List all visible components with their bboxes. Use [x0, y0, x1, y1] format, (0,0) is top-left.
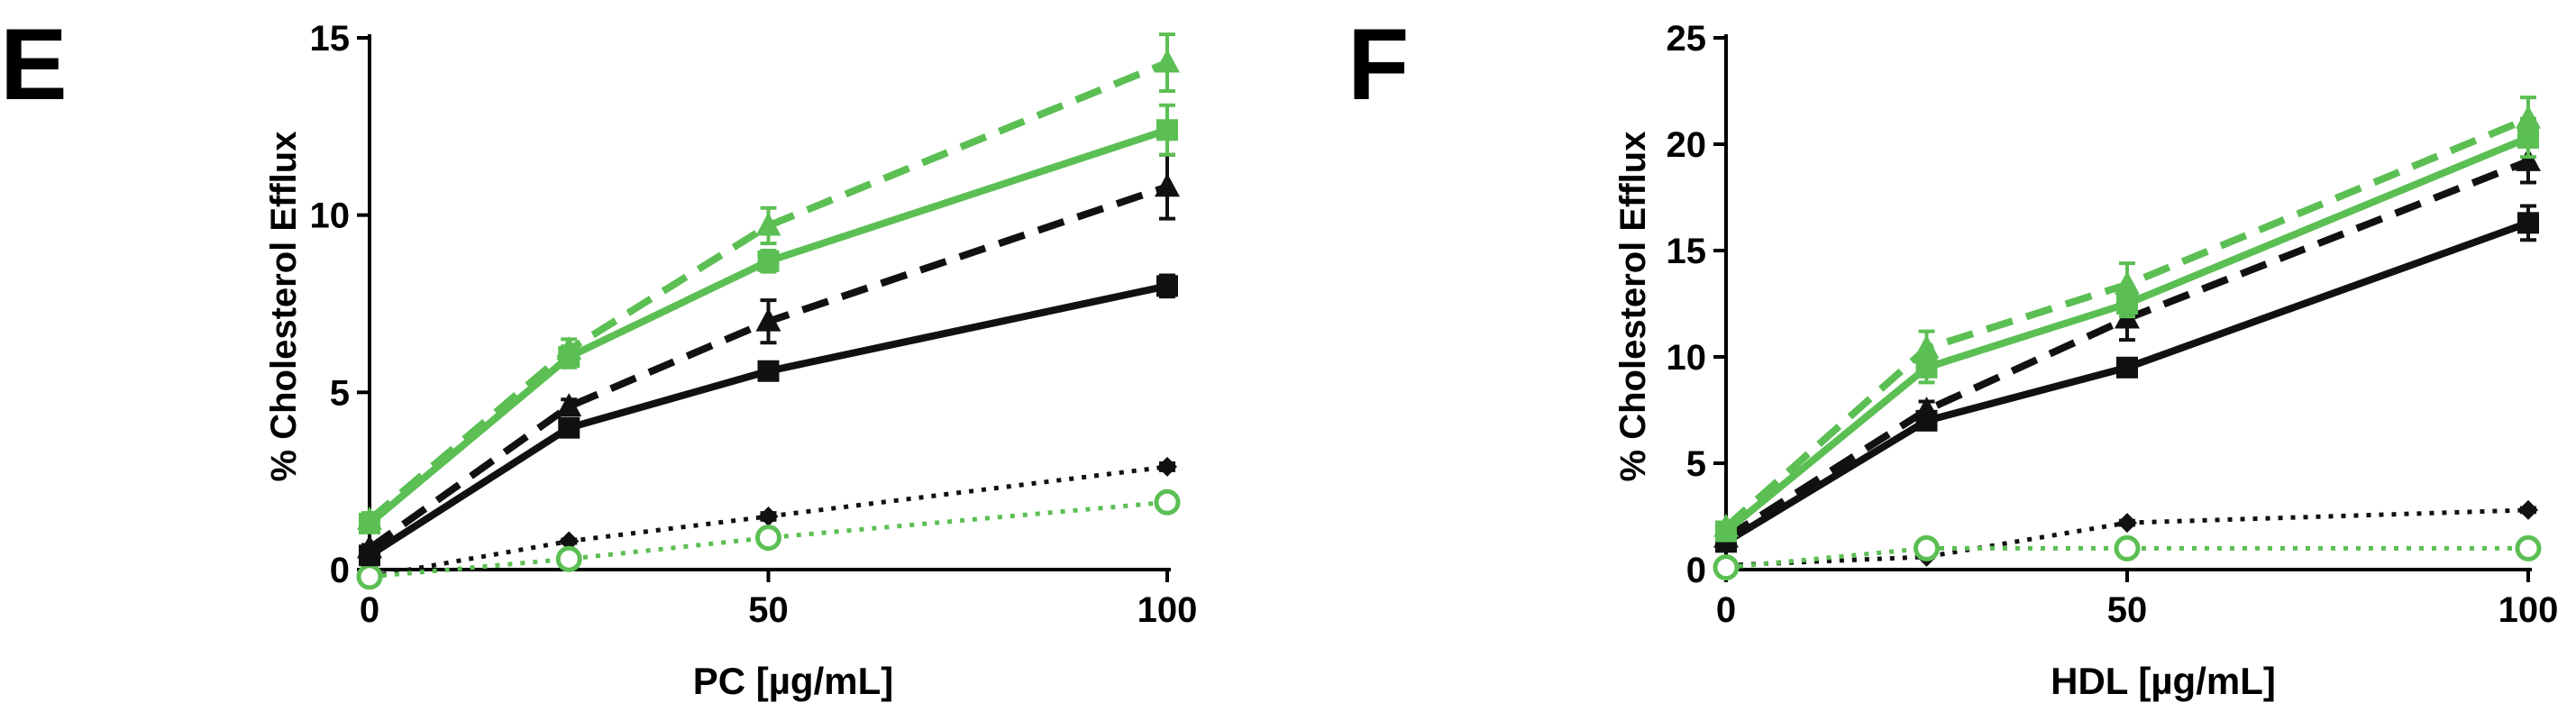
series-line — [1723, 114, 2530, 530]
y-tick-label: 15 — [1667, 232, 1707, 271]
series-line — [1723, 158, 2530, 541]
data-point-triangle — [755, 212, 781, 236]
data-point-circle — [755, 525, 781, 552]
data-point-triangle — [556, 336, 582, 360]
data-point-circle — [1154, 488, 1181, 516]
series-line — [1723, 134, 2530, 534]
data-point-circle — [356, 563, 383, 590]
panel-letter: F — [1347, 8, 1409, 121]
y-tick-label: 0 — [1686, 551, 1706, 590]
x-tick-label: 50 — [2107, 590, 2148, 630]
data-point-triangle — [1713, 513, 1739, 537]
data-point-circle — [2114, 534, 2141, 561]
data-point-triangle — [1155, 49, 1180, 73]
data-point-square — [2517, 212, 2539, 234]
data-point-square — [1156, 275, 1178, 297]
data-point-diamond — [2518, 499, 2538, 520]
data-point-triangle — [1155, 173, 1180, 197]
series-line — [369, 464, 1168, 580]
data-point-square — [2116, 356, 2138, 379]
data-point-circle — [1713, 554, 1740, 581]
y-tick-label: 25 — [1667, 19, 1707, 59]
data-point-triangle — [2516, 147, 2541, 171]
x-tick-label: 0 — [1716, 590, 1736, 630]
y-tick-label: 5 — [330, 373, 350, 413]
x-tick-label: 100 — [2498, 590, 2559, 630]
x-axis-label: PC [µg/mL] — [693, 660, 894, 702]
data-point-triangle — [556, 393, 582, 417]
y-tick-label: 5 — [1686, 444, 1706, 484]
data-point-square — [757, 360, 780, 382]
data-point-triangle — [2115, 270, 2140, 295]
series-line — [367, 282, 1168, 559]
panel-e: E PC [µg/mL] % Cholesterol Efflux 0 5 10 15… — [0, 8, 1197, 702]
x-tick-label: 100 — [1137, 590, 1198, 630]
series-line — [367, 183, 1169, 552]
x-tick-label: 50 — [748, 590, 789, 630]
data-point-square — [1156, 119, 1178, 141]
x-axis-label: HDL [µg/mL] — [2051, 660, 2276, 702]
x-tick-label: 0 — [360, 590, 379, 630]
data-point-circle — [1914, 534, 1940, 561]
plot-area: 0 5 10 15 20 25 0 50 100 — [1667, 19, 2559, 630]
data-point-circle — [555, 545, 582, 572]
y-tick-label: 20 — [1667, 125, 1707, 165]
series-line — [367, 59, 1169, 523]
data-point-triangle — [357, 534, 382, 559]
data-point-square — [757, 250, 780, 272]
series-line — [367, 126, 1169, 526]
y-axis-label: % Cholesterol Efflux — [264, 132, 304, 482]
data-point-diamond — [2117, 513, 2137, 534]
y-tick-label: 10 — [310, 196, 351, 236]
data-point-diamond — [559, 531, 580, 552]
data-point-square — [558, 416, 580, 439]
panel-f: F HDL [µg/mL] % Cholesterol Efflux 0 5 10 1… — [1347, 8, 2558, 702]
data-point-diamond — [1157, 456, 1177, 477]
data-point-triangle — [357, 506, 382, 530]
y-tick-label: 10 — [1667, 338, 1707, 378]
y-axis-label: % Cholesterol Efflux — [1613, 132, 1653, 482]
panel-letter: E — [0, 8, 68, 121]
series-line — [1723, 219, 2530, 545]
data-point-triangle — [1914, 334, 1940, 359]
data-point-triangle — [1914, 397, 1940, 420]
data-point-circle — [2515, 534, 2542, 561]
data-point-triangle — [755, 307, 781, 332]
data-point-diamond — [758, 507, 779, 526]
y-tick-label: 0 — [330, 551, 350, 590]
data-point-triangle — [2516, 105, 2541, 129]
plot-area: 0 5 10 15 0 50 100 — [310, 19, 1198, 630]
y-tick-label: 15 — [310, 19, 351, 59]
